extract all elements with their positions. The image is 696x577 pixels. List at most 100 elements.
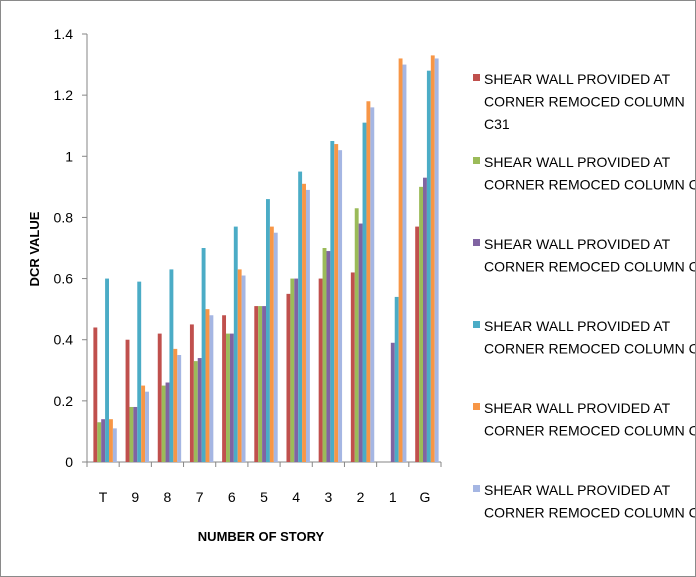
bar <box>370 107 375 462</box>
bar <box>394 296 399 462</box>
bar <box>286 293 291 462</box>
x-tick-label: T <box>99 489 108 505</box>
bar <box>402 64 407 463</box>
bar <box>129 406 134 462</box>
bar <box>326 251 331 462</box>
legend-swatch <box>473 403 480 410</box>
bar <box>398 58 403 462</box>
y-tick-label: 0.8 <box>54 209 74 225</box>
bar <box>266 199 270 463</box>
bar <box>177 355 182 462</box>
legend-entry-text: C31 <box>484 116 510 132</box>
y-tick-label: 0.4 <box>54 332 74 348</box>
bar <box>338 150 343 462</box>
x-tick-label: 7 <box>196 489 204 505</box>
y-tick-label: 1.4 <box>54 26 74 42</box>
x-tick-label: 1 <box>389 489 397 505</box>
bar <box>205 309 210 462</box>
bar <box>241 275 246 462</box>
bar <box>330 141 335 462</box>
bar <box>362 122 367 463</box>
bar <box>157 333 162 462</box>
bar <box>254 306 259 462</box>
bar <box>165 382 170 462</box>
x-axis-title: NUMBER OF STORY <box>198 529 325 544</box>
bar <box>105 278 109 462</box>
bar <box>133 406 138 462</box>
x-tick-label: 9 <box>131 489 139 505</box>
x-tick-label: G <box>419 489 430 505</box>
legend-entry-text: CORNER REMOCED COLUMN <box>484 94 685 110</box>
bar <box>350 272 355 462</box>
bar <box>334 144 339 463</box>
x-tick-label: 3 <box>324 489 332 505</box>
bar <box>229 333 234 462</box>
bar <box>318 278 323 462</box>
bar <box>101 419 106 462</box>
bar <box>112 428 117 462</box>
bar <box>358 223 363 462</box>
legend-swatch <box>473 321 480 328</box>
bar <box>209 315 214 462</box>
x-tick-label: 6 <box>228 489 236 505</box>
bar <box>269 226 274 462</box>
bar <box>305 189 310 462</box>
x-tick-label: 2 <box>357 489 365 505</box>
x-tick-label: 8 <box>164 489 172 505</box>
bar <box>298 171 303 463</box>
bar <box>125 339 130 462</box>
bar <box>262 306 266 462</box>
bar <box>226 333 230 462</box>
bar <box>419 186 424 462</box>
bar <box>161 385 166 462</box>
legend-entry-text: CORNER REMOCED COLUMN C37 <box>484 505 695 521</box>
bar <box>108 419 113 462</box>
bar <box>273 232 278 462</box>
legend-swatch <box>473 485 480 492</box>
bar <box>322 248 327 462</box>
legend-entry-text: SHEAR WALL PROVIDED AT <box>484 236 671 252</box>
legend: SHEAR WALL PROVIDED AT CORNER REMOCED COL… <box>473 71 695 521</box>
bar <box>426 70 431 462</box>
legend-entry-text: SHEAR WALL PROVIDED AT <box>484 154 671 170</box>
legend-swatch <box>473 239 480 246</box>
y-tick-label: 0.2 <box>54 393 74 409</box>
legend-swatch <box>473 74 480 81</box>
bar <box>222 315 227 462</box>
bar <box>145 391 149 462</box>
bar <box>197 358 202 462</box>
legend-entry-text: SHEAR WALL PROVIDED AT <box>484 482 671 498</box>
y-tick-label: 1.2 <box>54 87 74 103</box>
bar <box>434 58 439 462</box>
bar <box>141 385 146 462</box>
bar <box>93 327 98 462</box>
legend-swatch <box>473 157 480 164</box>
y-tick-label: 0 <box>65 454 73 470</box>
bar <box>97 422 102 462</box>
x-tick-label: 5 <box>260 489 268 505</box>
bar <box>430 55 435 463</box>
legend-entry-text: CORNER REMOCED COLUMN C35 <box>484 341 695 357</box>
bar <box>169 269 174 462</box>
bar <box>233 226 238 462</box>
bar <box>137 281 142 462</box>
y-axis-title: DCR VALUE <box>27 211 42 286</box>
bar <box>390 342 395 462</box>
y-tick-label: 1 <box>65 148 73 164</box>
bar <box>173 348 178 462</box>
legend-entry-text: SHEAR WALL PROVIDED AT <box>484 71 671 87</box>
bar <box>354 208 359 462</box>
legend-entry-text: CORNER REMOCED COLUMN C36 <box>484 423 695 439</box>
bar <box>193 361 198 462</box>
bar <box>415 226 420 462</box>
bar <box>423 177 427 462</box>
legend-entry-text: SHEAR WALL PROVIDED AT <box>484 400 671 416</box>
bar <box>201 248 206 462</box>
bar <box>366 101 371 462</box>
bar <box>189 324 194 462</box>
bar <box>294 278 299 462</box>
bar <box>237 269 242 462</box>
bar <box>302 183 306 463</box>
